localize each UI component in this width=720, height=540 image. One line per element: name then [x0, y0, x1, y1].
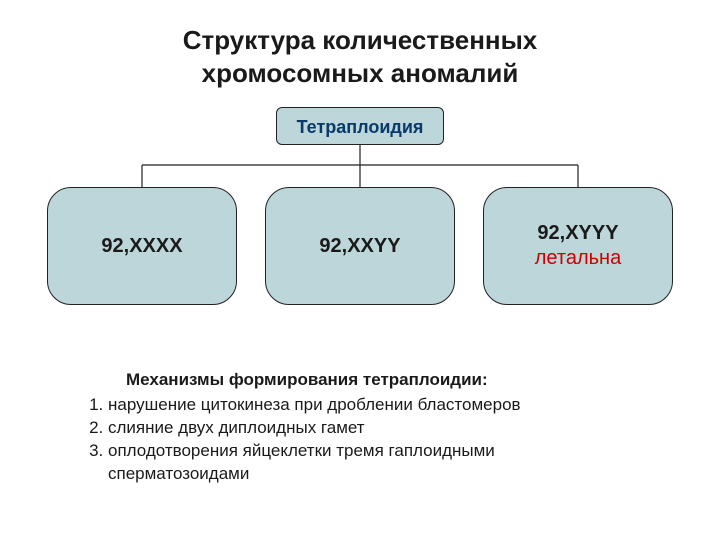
- tree-diagram: Тетраплоидия 92,ХХХХ 92,ХХYY 92,ХYYY лет…: [0, 107, 720, 327]
- child-sub-2: летальна: [535, 246, 621, 271]
- child-label-0: 92,ХХХХ: [101, 234, 182, 259]
- child-row: 92,ХХХХ 92,ХХYY 92,ХYYY летальна: [0, 187, 720, 305]
- root-label: Тетраплоидия: [297, 117, 424, 137]
- mechanisms-item-0: нарушение цитокинеза при дроблении бласт…: [108, 394, 640, 417]
- child-node-1: 92,ХХYY: [265, 187, 455, 305]
- child-label-1: 92,ХХYY: [319, 234, 400, 259]
- mechanisms-item-2: оплодотворения яйцеклетки тремя гаплоидн…: [108, 440, 640, 486]
- root-node: Тетраплоидия: [276, 107, 444, 145]
- title-line-1: Структура количественных: [0, 24, 720, 57]
- title-line-2: хромосомных аномалий: [0, 57, 720, 90]
- child-node-2: 92,ХYYY летальна: [483, 187, 673, 305]
- child-node-0: 92,ХХХХ: [47, 187, 237, 305]
- mechanisms-block: Механизмы формирования тетраплоидии: нар…: [80, 370, 640, 486]
- page-title: Структура количественных хромосомных ано…: [0, 0, 720, 89]
- child-label-2: 92,ХYYY: [537, 221, 618, 246]
- mechanisms-item-1: слияние двух диплоидных гамет: [108, 417, 640, 440]
- mechanisms-list: нарушение цитокинеза при дроблении бласт…: [80, 394, 640, 486]
- mechanisms-title: Механизмы формирования тетраплоидии:: [126, 370, 640, 390]
